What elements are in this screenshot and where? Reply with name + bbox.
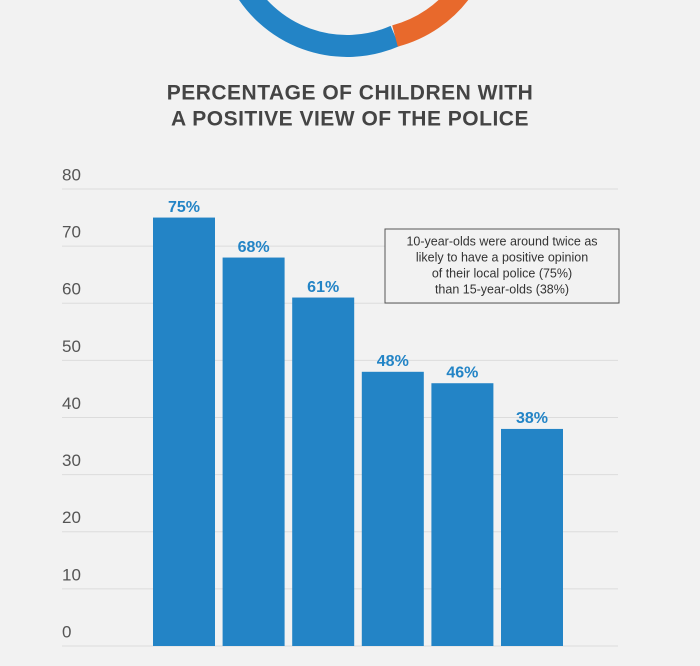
donut-fragment [239, 0, 469, 57]
y-tick-label: 40 [62, 394, 81, 413]
annotation-text: of their local police (75%) [432, 266, 572, 280]
y-tick-label: 30 [62, 451, 81, 470]
chart-title: A POSITIVE VIEW OF THE POLICE [171, 108, 529, 131]
value-label: 48% [377, 353, 409, 370]
bar [153, 217, 215, 646]
value-label: 46% [446, 364, 478, 381]
annotation-box [384, 228, 620, 304]
bar [222, 257, 285, 646]
annotation-text: than 15-year-olds (38%) [435, 282, 569, 296]
y-tick-label: 80 [62, 165, 81, 184]
y-tick-label: 10 [62, 565, 81, 584]
annotation-text: 10-year-olds were around twice as [406, 234, 597, 248]
bar [431, 383, 494, 646]
y-tick-label: 50 [62, 337, 81, 356]
y-tick-label: 0 [62, 622, 71, 641]
value-label: 75% [168, 199, 200, 216]
bar [361, 371, 424, 646]
value-label: 38% [516, 410, 548, 427]
donut-arc [239, 0, 400, 57]
bar [501, 428, 563, 646]
donut-arc [391, 0, 469, 47]
y-tick-label: 60 [62, 280, 81, 299]
annotation-text: likely to have a positive opinion [416, 250, 588, 264]
chart-title: PERCENTAGE OF CHILDREN WITH [167, 82, 534, 105]
bar [292, 297, 355, 646]
value-label: 61% [307, 279, 339, 296]
y-tick-label: 70 [62, 223, 81, 242]
value-label: 68% [238, 239, 270, 256]
y-tick-label: 20 [62, 508, 81, 527]
